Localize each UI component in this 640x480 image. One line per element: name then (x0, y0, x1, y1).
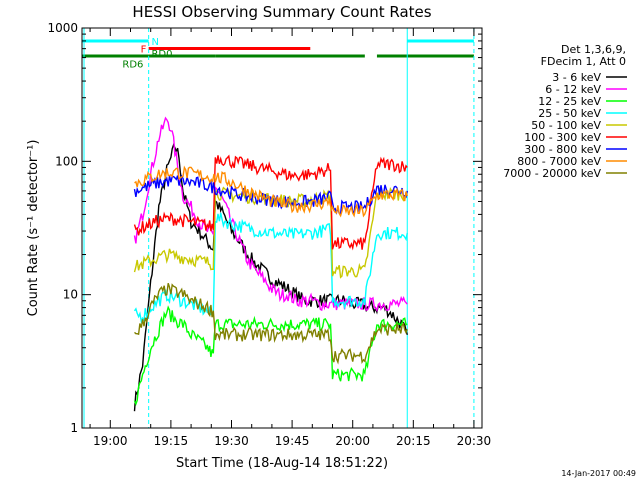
y-tick-label-1: 10 (63, 288, 78, 302)
y-axis-label: Count Rate (s⁻¹ detector⁻¹) (26, 140, 41, 317)
series-line-0 (133, 142, 408, 412)
legend-entry-label-7: 800 - 7000 keV (517, 155, 601, 168)
x-tick-label-2: 19:30 (214, 434, 249, 448)
x-axis-label: Start Time (18-Aug-14 18:51:22) (176, 456, 388, 471)
legend-entry-label-6: 300 - 800 keV (524, 143, 601, 156)
x-tick-label-0: 19:00 (93, 434, 128, 448)
legend-entry-label-1: 6 - 12 keV (545, 83, 601, 96)
x-tick-label-1: 19:15 (154, 434, 189, 448)
series-line-3 (133, 212, 408, 324)
legend-header-0: Det 1,3,6,9, (561, 43, 626, 56)
legend-entry-label-5: 100 - 300 keV (524, 131, 601, 144)
legend-entry-label-8: 7000 - 20000 keV (503, 167, 601, 180)
legend-entry-label-4: 50 - 100 keV (531, 119, 601, 132)
x-axis: 19:00 19:15 19:30 19:45 20:00 20:15 20:30 (89, 28, 492, 448)
plot-series (133, 116, 408, 412)
flag-label-f: F (141, 45, 147, 56)
y-tick-label-2: 100 (55, 154, 78, 168)
series-line-5 (133, 154, 408, 251)
x-tick-label-6: 20:30 (457, 434, 492, 448)
x-tick-label-5: 20:15 (396, 434, 431, 448)
legend-entry-label-3: 25 - 50 keV (538, 107, 601, 120)
plot-frame (81, 27, 483, 429)
x-tick-label-4: 20:00 (335, 434, 370, 448)
series-line-1 (133, 116, 408, 313)
flag-bars: NF RD0 RD6 (82, 37, 474, 71)
series-line-2 (133, 305, 408, 406)
footer-stamp: 14-Jan-2017 00:49 (561, 469, 636, 478)
chart-title: HESSI Observing Summary Count Rates (132, 3, 431, 21)
flag-label-n: N (151, 37, 158, 48)
legend-entry-label-2: 12 - 25 keV (538, 95, 601, 108)
y-tick-label-3: 1000 (47, 21, 78, 35)
vertical-lines (83, 28, 475, 428)
x-tick-label-3: 19:45 (275, 434, 310, 448)
y-tick-label-0: 1 (70, 421, 78, 435)
flag-label-rd6: RD6 (122, 60, 143, 71)
legend-header-1: FDecim 1, Att 0 (541, 55, 626, 68)
legend-entry-label-0: 3 - 6 keV (552, 71, 601, 84)
series-line-7 (134, 165, 408, 218)
series-line-8 (134, 282, 408, 365)
y-axis: 1 10 100 1000 (47, 21, 482, 435)
flag-label-rd0: RD0 (151, 49, 172, 60)
